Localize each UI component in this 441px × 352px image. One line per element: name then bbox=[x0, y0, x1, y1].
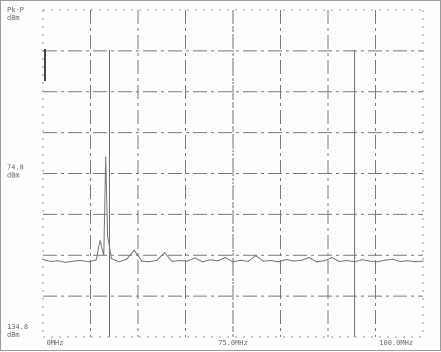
trace-point bbox=[293, 260, 295, 262]
trace-point bbox=[118, 261, 120, 263]
y-tick-label: dBm bbox=[7, 172, 20, 180]
y-tick-label: dBm bbox=[7, 331, 20, 339]
trace-point bbox=[422, 260, 424, 262]
trace-point bbox=[209, 259, 211, 261]
trace-point bbox=[308, 256, 310, 259]
trace-point bbox=[285, 258, 287, 261]
trace-point bbox=[95, 259, 97, 261]
trace-point bbox=[354, 261, 356, 263]
trace-point bbox=[278, 261, 280, 263]
trace-point bbox=[361, 259, 363, 261]
trace-point bbox=[338, 260, 340, 263]
trace-point bbox=[110, 257, 112, 260]
trace-point bbox=[217, 260, 219, 262]
trace-point bbox=[202, 261, 204, 263]
trace-point bbox=[300, 259, 302, 261]
trace-point bbox=[255, 255, 257, 257]
trace-point bbox=[376, 261, 378, 263]
x-tick-label: 0MHz bbox=[47, 339, 64, 347]
trace-point bbox=[141, 260, 143, 262]
trace-layer bbox=[42, 156, 424, 263]
trace-point bbox=[346, 259, 348, 262]
trace-point bbox=[407, 260, 409, 262]
trace-point bbox=[65, 261, 67, 263]
x-tick-label: 100.0MHz bbox=[379, 339, 413, 347]
trace-point bbox=[179, 259, 181, 262]
trace-point bbox=[240, 259, 242, 261]
trace-point bbox=[99, 239, 101, 242]
trace-point bbox=[148, 261, 150, 263]
trace-point bbox=[88, 261, 90, 263]
trace-point bbox=[323, 260, 325, 262]
trace-point bbox=[194, 257, 196, 259]
trace-point bbox=[57, 260, 59, 262]
trace-point bbox=[369, 260, 371, 262]
trace-point bbox=[72, 260, 74, 262]
trace-point bbox=[247, 260, 249, 263]
trace-line bbox=[42, 157, 424, 263]
trace-point bbox=[270, 259, 272, 262]
grid-layer bbox=[42, 9, 424, 338]
x-tick-label: 75.0MHz bbox=[218, 339, 248, 347]
trace-point bbox=[262, 260, 264, 262]
trace-point bbox=[331, 256, 333, 259]
trace-point bbox=[392, 258, 394, 260]
trace-point bbox=[50, 260, 52, 263]
trace-point bbox=[399, 260, 401, 263]
trace-point bbox=[414, 261, 416, 263]
y-tick-label: 134.8 bbox=[7, 323, 28, 331]
y-tick-label: Pk-P bbox=[7, 6, 24, 14]
trace-point bbox=[126, 258, 128, 260]
y-tick-label: 74.8 bbox=[7, 164, 24, 172]
trace-point bbox=[107, 235, 109, 237]
y-tick-label: dBm bbox=[7, 14, 20, 22]
trace-point bbox=[80, 259, 82, 262]
trace-point bbox=[156, 259, 158, 261]
trace-point bbox=[186, 260, 188, 262]
trace-point bbox=[105, 156, 107, 158]
trace-point bbox=[171, 260, 173, 263]
marker-layer bbox=[44, 49, 356, 337]
trace-point bbox=[164, 252, 166, 254]
trace-point bbox=[133, 249, 135, 251]
trace-point bbox=[384, 259, 386, 261]
trace-point bbox=[224, 256, 226, 259]
trace-point bbox=[42, 258, 44, 261]
trace-point bbox=[232, 261, 234, 263]
trace-point bbox=[316, 261, 318, 263]
trace-point bbox=[103, 254, 105, 256]
